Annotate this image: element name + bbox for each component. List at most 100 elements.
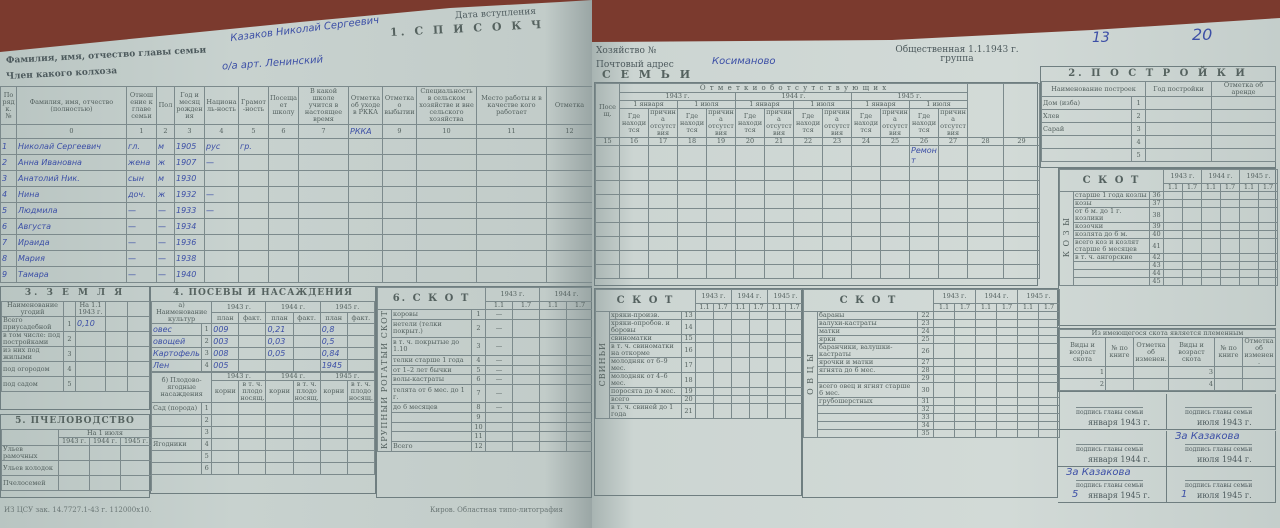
empty-cell bbox=[822, 166, 852, 181]
household-label: Хозяйство № bbox=[596, 46, 657, 56]
empty-cell bbox=[822, 250, 852, 265]
value-cell bbox=[1017, 382, 1039, 398]
sheep-section: С К О Т 1943 г. 1944 г. 1945 г. 1.1 1.7 1.1 1.7… bbox=[802, 288, 1060, 498]
empty-cell bbox=[346, 450, 376, 463]
kolkhoz-value: о/а арт. Ленинский bbox=[221, 54, 324, 73]
land-grid: Наименование угодий На 1.1 1943 г. Всего п… bbox=[1, 301, 150, 392]
year-header: 1944 г. bbox=[975, 289, 1018, 304]
empty-cell bbox=[909, 194, 939, 209]
livestock-row: 44 bbox=[1060, 269, 1278, 278]
head-name-value: Казаков Николай Сергеевич bbox=[229, 14, 380, 45]
birth-year: 1933 bbox=[174, 202, 205, 219]
date-row: 1 января 1 июля 1 января 1 июля 1 января 1 ию… bbox=[596, 100, 1040, 109]
livestock-row: матки 24 bbox=[804, 327, 1060, 336]
left-page: Фамилия, имя, отчество главы семьи Казак… bbox=[0, 0, 592, 528]
date-header: 1.7 bbox=[1258, 183, 1278, 192]
empty-cell bbox=[1003, 180, 1041, 195]
empty-cell bbox=[1133, 378, 1169, 391]
cattle-section: 6. С К О Т 1943 г. 1944 г. 1.1 1.7 1.1 1.7 КРУП… bbox=[376, 286, 592, 498]
crop-value: 0,03 bbox=[265, 335, 294, 348]
value-cell bbox=[785, 334, 804, 343]
empty-cell bbox=[416, 250, 477, 267]
absence-row bbox=[595, 180, 1041, 195]
crop-value bbox=[238, 335, 267, 348]
value-cell bbox=[767, 387, 786, 396]
column-number: 23 bbox=[822, 137, 852, 146]
value-cell bbox=[996, 421, 1018, 430]
side-label: К О З Ы bbox=[1059, 191, 1074, 286]
empty-cell bbox=[1242, 378, 1276, 391]
empty-cell bbox=[764, 145, 794, 167]
value-cell bbox=[1239, 207, 1259, 223]
land-value bbox=[75, 331, 106, 347]
empty-cell bbox=[967, 180, 1005, 195]
rkka-mark: РККА bbox=[350, 126, 372, 136]
empty-cell bbox=[268, 186, 299, 203]
plant-row: Сад (порода) 1 bbox=[150, 402, 376, 415]
row-number: 6 bbox=[471, 374, 486, 386]
row-number: 2 bbox=[201, 335, 213, 348]
value-cell bbox=[1220, 207, 1240, 223]
row-number: 4 bbox=[471, 355, 486, 366]
column-header: № по книге bbox=[1214, 337, 1243, 367]
column-number: 1 bbox=[126, 124, 157, 139]
empty-cell bbox=[319, 426, 348, 439]
empty-cell bbox=[851, 264, 881, 279]
column-header: Отметка об изменен. bbox=[1133, 337, 1169, 367]
column-header: Виды и возраст скота bbox=[1059, 337, 1106, 367]
value-cell bbox=[1182, 199, 1202, 208]
column-number: 27 bbox=[937, 137, 969, 146]
value-cell bbox=[1038, 343, 1060, 359]
value-cell bbox=[954, 405, 976, 414]
empty-cell bbox=[346, 426, 376, 439]
empty-cell bbox=[706, 194, 736, 209]
plan-header: план bbox=[319, 312, 348, 324]
value-cell bbox=[996, 335, 1018, 344]
livestock-row: телята от 6 мес. до 1 г. 7— bbox=[378, 384, 592, 404]
buildings-section: 2. П О С Т Р О Й К И Наименование построе… bbox=[1040, 66, 1277, 168]
empty-cell bbox=[265, 414, 294, 427]
literacy bbox=[238, 170, 269, 187]
empty-cell bbox=[595, 166, 620, 181]
value-cell bbox=[539, 318, 567, 338]
value-cell bbox=[1017, 397, 1039, 406]
land-value bbox=[75, 346, 106, 362]
member-row: 8 Мария — —1938 bbox=[0, 250, 592, 267]
empty-cell bbox=[822, 222, 852, 237]
value-cell bbox=[996, 374, 1018, 383]
empty-cell bbox=[706, 264, 736, 279]
empty-cell bbox=[851, 180, 881, 195]
empty-cell bbox=[292, 414, 321, 427]
empty-cell bbox=[648, 222, 678, 237]
value-cell bbox=[713, 357, 732, 373]
empty-cell bbox=[648, 145, 678, 167]
empty-cell bbox=[265, 450, 294, 463]
member-name: Августа bbox=[16, 218, 127, 235]
land-label: из них под жилыми bbox=[1, 346, 64, 362]
value-cell bbox=[512, 431, 540, 443]
empty-cell bbox=[967, 194, 1005, 209]
empty-cell bbox=[735, 208, 765, 223]
empty-cell bbox=[937, 145, 969, 167]
value-cell bbox=[713, 342, 732, 358]
row-number: 12 bbox=[471, 441, 486, 452]
pigs-section: С К О Т 1943 г. 1944 г. 1945 г. 1.1 1.7 1.1 1.7… bbox=[594, 288, 804, 496]
value-cell bbox=[1220, 199, 1240, 208]
empty-cell bbox=[292, 450, 321, 463]
nationality: — bbox=[204, 202, 239, 219]
side-label-text: СВИНЬИ bbox=[598, 341, 607, 387]
value-cell bbox=[713, 319, 732, 335]
value-cell bbox=[954, 421, 976, 430]
livestock-row: всего 20 bbox=[596, 395, 804, 404]
column-header: Грамот-ность bbox=[238, 86, 269, 125]
date-header: 1.7 bbox=[749, 303, 768, 312]
row-number: 15 bbox=[681, 334, 696, 343]
value-cell bbox=[1163, 199, 1183, 208]
year-header: 1943 г. bbox=[211, 301, 267, 313]
row-number: 17 bbox=[681, 357, 696, 373]
empty-cell bbox=[127, 331, 150, 347]
value-cell bbox=[767, 372, 786, 388]
livestock-row: КРУПНЫЙ РОГАТЫЙ СКОТ коровы 1— bbox=[377, 309, 592, 452]
plant-row: 6 bbox=[150, 462, 376, 475]
livestock-row: в т. ч. свиней до 1 года 21 bbox=[596, 403, 804, 419]
